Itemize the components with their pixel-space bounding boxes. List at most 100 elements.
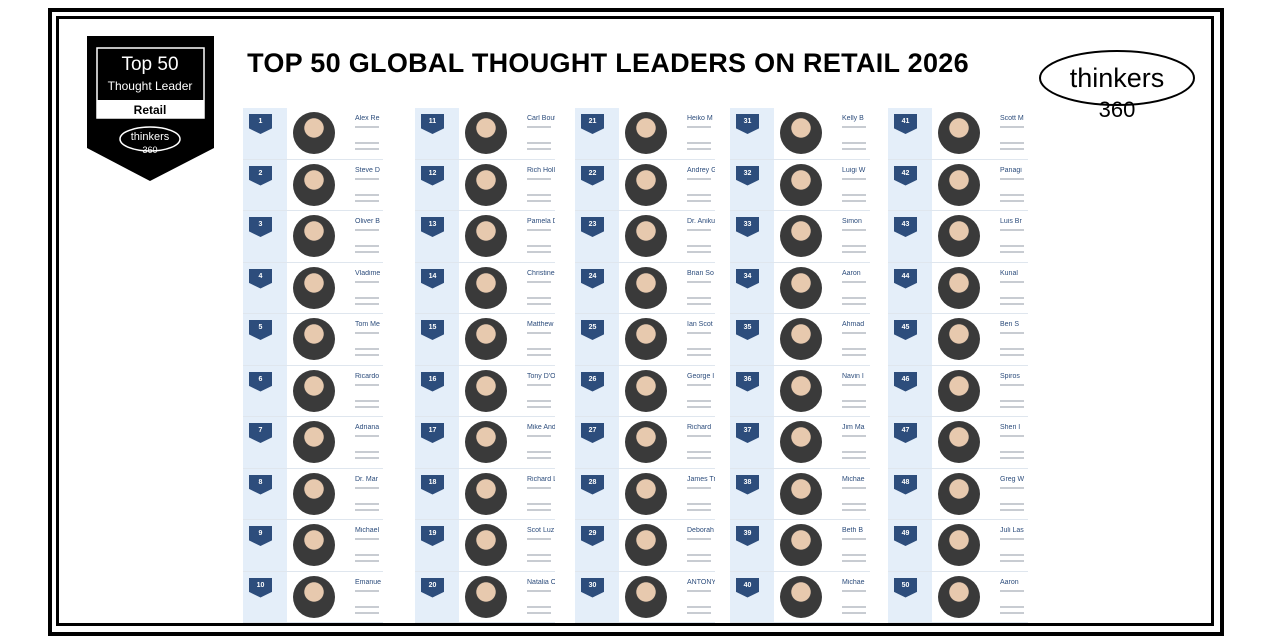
text-placeholder xyxy=(527,245,551,247)
avatar xyxy=(938,215,980,257)
badge-brand-number: 360 xyxy=(142,145,157,155)
leader-name: Juli Las xyxy=(1000,527,1024,534)
leader-row: 1 Alex Re xyxy=(243,108,383,160)
text-placeholder xyxy=(687,383,711,386)
text-placeholder xyxy=(355,193,379,196)
badge-subheading: Thought Leader xyxy=(108,79,193,93)
text-placeholder xyxy=(355,589,379,592)
rank-badge: 21 xyxy=(581,114,604,134)
text-placeholder xyxy=(1000,245,1024,247)
text-placeholder xyxy=(842,502,866,505)
leader-row: 4 Vladime xyxy=(243,262,383,314)
text-placeholder xyxy=(1000,332,1024,334)
rank-badge: 39 xyxy=(736,526,759,546)
leader-name: Luis Br xyxy=(1000,218,1022,225)
text-placeholder xyxy=(527,354,551,356)
leader-row: 39 Beth B xyxy=(730,520,870,572)
leader-row: 8 Dr. Mar xyxy=(243,468,383,520)
rank-badge: 35 xyxy=(736,320,759,340)
text-placeholder xyxy=(842,280,866,283)
rank-badge: 17 xyxy=(421,423,444,443)
badge: Top 50 Thought Leader Retail thinkers 36… xyxy=(87,36,214,181)
avatar xyxy=(465,163,507,206)
text-placeholder xyxy=(842,383,866,386)
text-placeholder xyxy=(842,332,866,334)
text-placeholder xyxy=(687,605,711,608)
avatar xyxy=(293,215,335,257)
leader-name: Simon xyxy=(842,218,862,225)
badge-heading: Top 50 xyxy=(121,54,178,75)
rank-badge: 31 xyxy=(736,114,759,134)
text-placeholder xyxy=(527,560,551,562)
leader-name: Michae xyxy=(842,578,865,586)
rank-badge: 1 xyxy=(249,114,272,134)
leader-row: 6 Ricardo xyxy=(243,365,383,417)
leader-row: 13 Pamela D xyxy=(415,211,555,263)
avatar xyxy=(780,215,822,257)
inner-frame xyxy=(56,16,1214,626)
rank-badge: 20 xyxy=(421,577,444,598)
rank-badge: 3 xyxy=(249,217,272,237)
rank-badge: 15 xyxy=(421,320,444,340)
leader-row: 2 Steve D xyxy=(243,159,383,211)
text-placeholder xyxy=(527,126,551,128)
leader-row: 36 Navin I xyxy=(730,365,870,417)
text-placeholder xyxy=(842,399,866,402)
leader-name: Michael xyxy=(355,527,380,534)
leader-name: Panagi xyxy=(1000,166,1022,174)
text-placeholder xyxy=(355,126,379,128)
leader-name: Alex Re xyxy=(355,115,380,122)
rank-badge: 22 xyxy=(581,165,604,186)
rank-badge: 25 xyxy=(581,320,604,340)
text-placeholder xyxy=(1000,589,1024,592)
avatar xyxy=(465,524,507,566)
leader-name: Richard L xyxy=(527,475,555,483)
leader-name: Ben S xyxy=(1000,321,1020,328)
text-placeholder xyxy=(842,142,866,144)
rank-badge: 11 xyxy=(421,114,444,134)
text-placeholder xyxy=(355,348,379,350)
text-placeholder xyxy=(842,605,866,608)
text-placeholder xyxy=(527,399,551,402)
leader-name: Scot Luz xyxy=(527,527,555,534)
rank-badge: 48 xyxy=(894,474,917,495)
leader-row: 17 Mike Andr xyxy=(415,417,555,469)
rank-badge: 18 xyxy=(421,474,444,495)
avatar xyxy=(938,369,980,412)
text-placeholder xyxy=(355,280,379,283)
text-placeholder xyxy=(527,383,551,386)
badge-logo-oval xyxy=(119,126,181,152)
text-placeholder xyxy=(355,611,379,614)
text-placeholder xyxy=(527,405,551,408)
text-placeholder xyxy=(1000,193,1024,196)
text-placeholder xyxy=(1000,383,1024,386)
text-placeholder xyxy=(842,251,866,253)
avatar xyxy=(780,266,822,309)
logo-oval xyxy=(1039,50,1195,106)
text-placeholder xyxy=(527,589,551,592)
leader-name: George I xyxy=(687,372,715,380)
avatar xyxy=(465,575,507,618)
avatar xyxy=(293,421,335,463)
leader-name: Kunal xyxy=(1000,269,1018,277)
leader-row: 16 Tony D'O xyxy=(415,365,555,417)
avatar xyxy=(465,215,507,257)
text-placeholder xyxy=(842,348,866,350)
rank-badge: 47 xyxy=(894,423,917,443)
text-placeholder xyxy=(1000,126,1024,128)
rank-badge: 4 xyxy=(249,268,272,289)
leader-name: Navin I xyxy=(842,372,864,380)
leader-name: Greg W xyxy=(1000,475,1025,483)
leader-row: 48 Greg W xyxy=(888,468,1028,520)
text-placeholder xyxy=(355,245,379,247)
text-placeholder xyxy=(1000,538,1024,540)
text-placeholder xyxy=(527,457,551,459)
rank-badge: 30 xyxy=(581,577,604,598)
text-placeholder xyxy=(842,199,866,202)
leader-row: 25 Ian Scot xyxy=(575,314,715,366)
text-placeholder xyxy=(687,538,711,540)
rank-badge: 19 xyxy=(421,526,444,546)
text-placeholder xyxy=(527,148,551,150)
text-placeholder xyxy=(1000,142,1024,144)
